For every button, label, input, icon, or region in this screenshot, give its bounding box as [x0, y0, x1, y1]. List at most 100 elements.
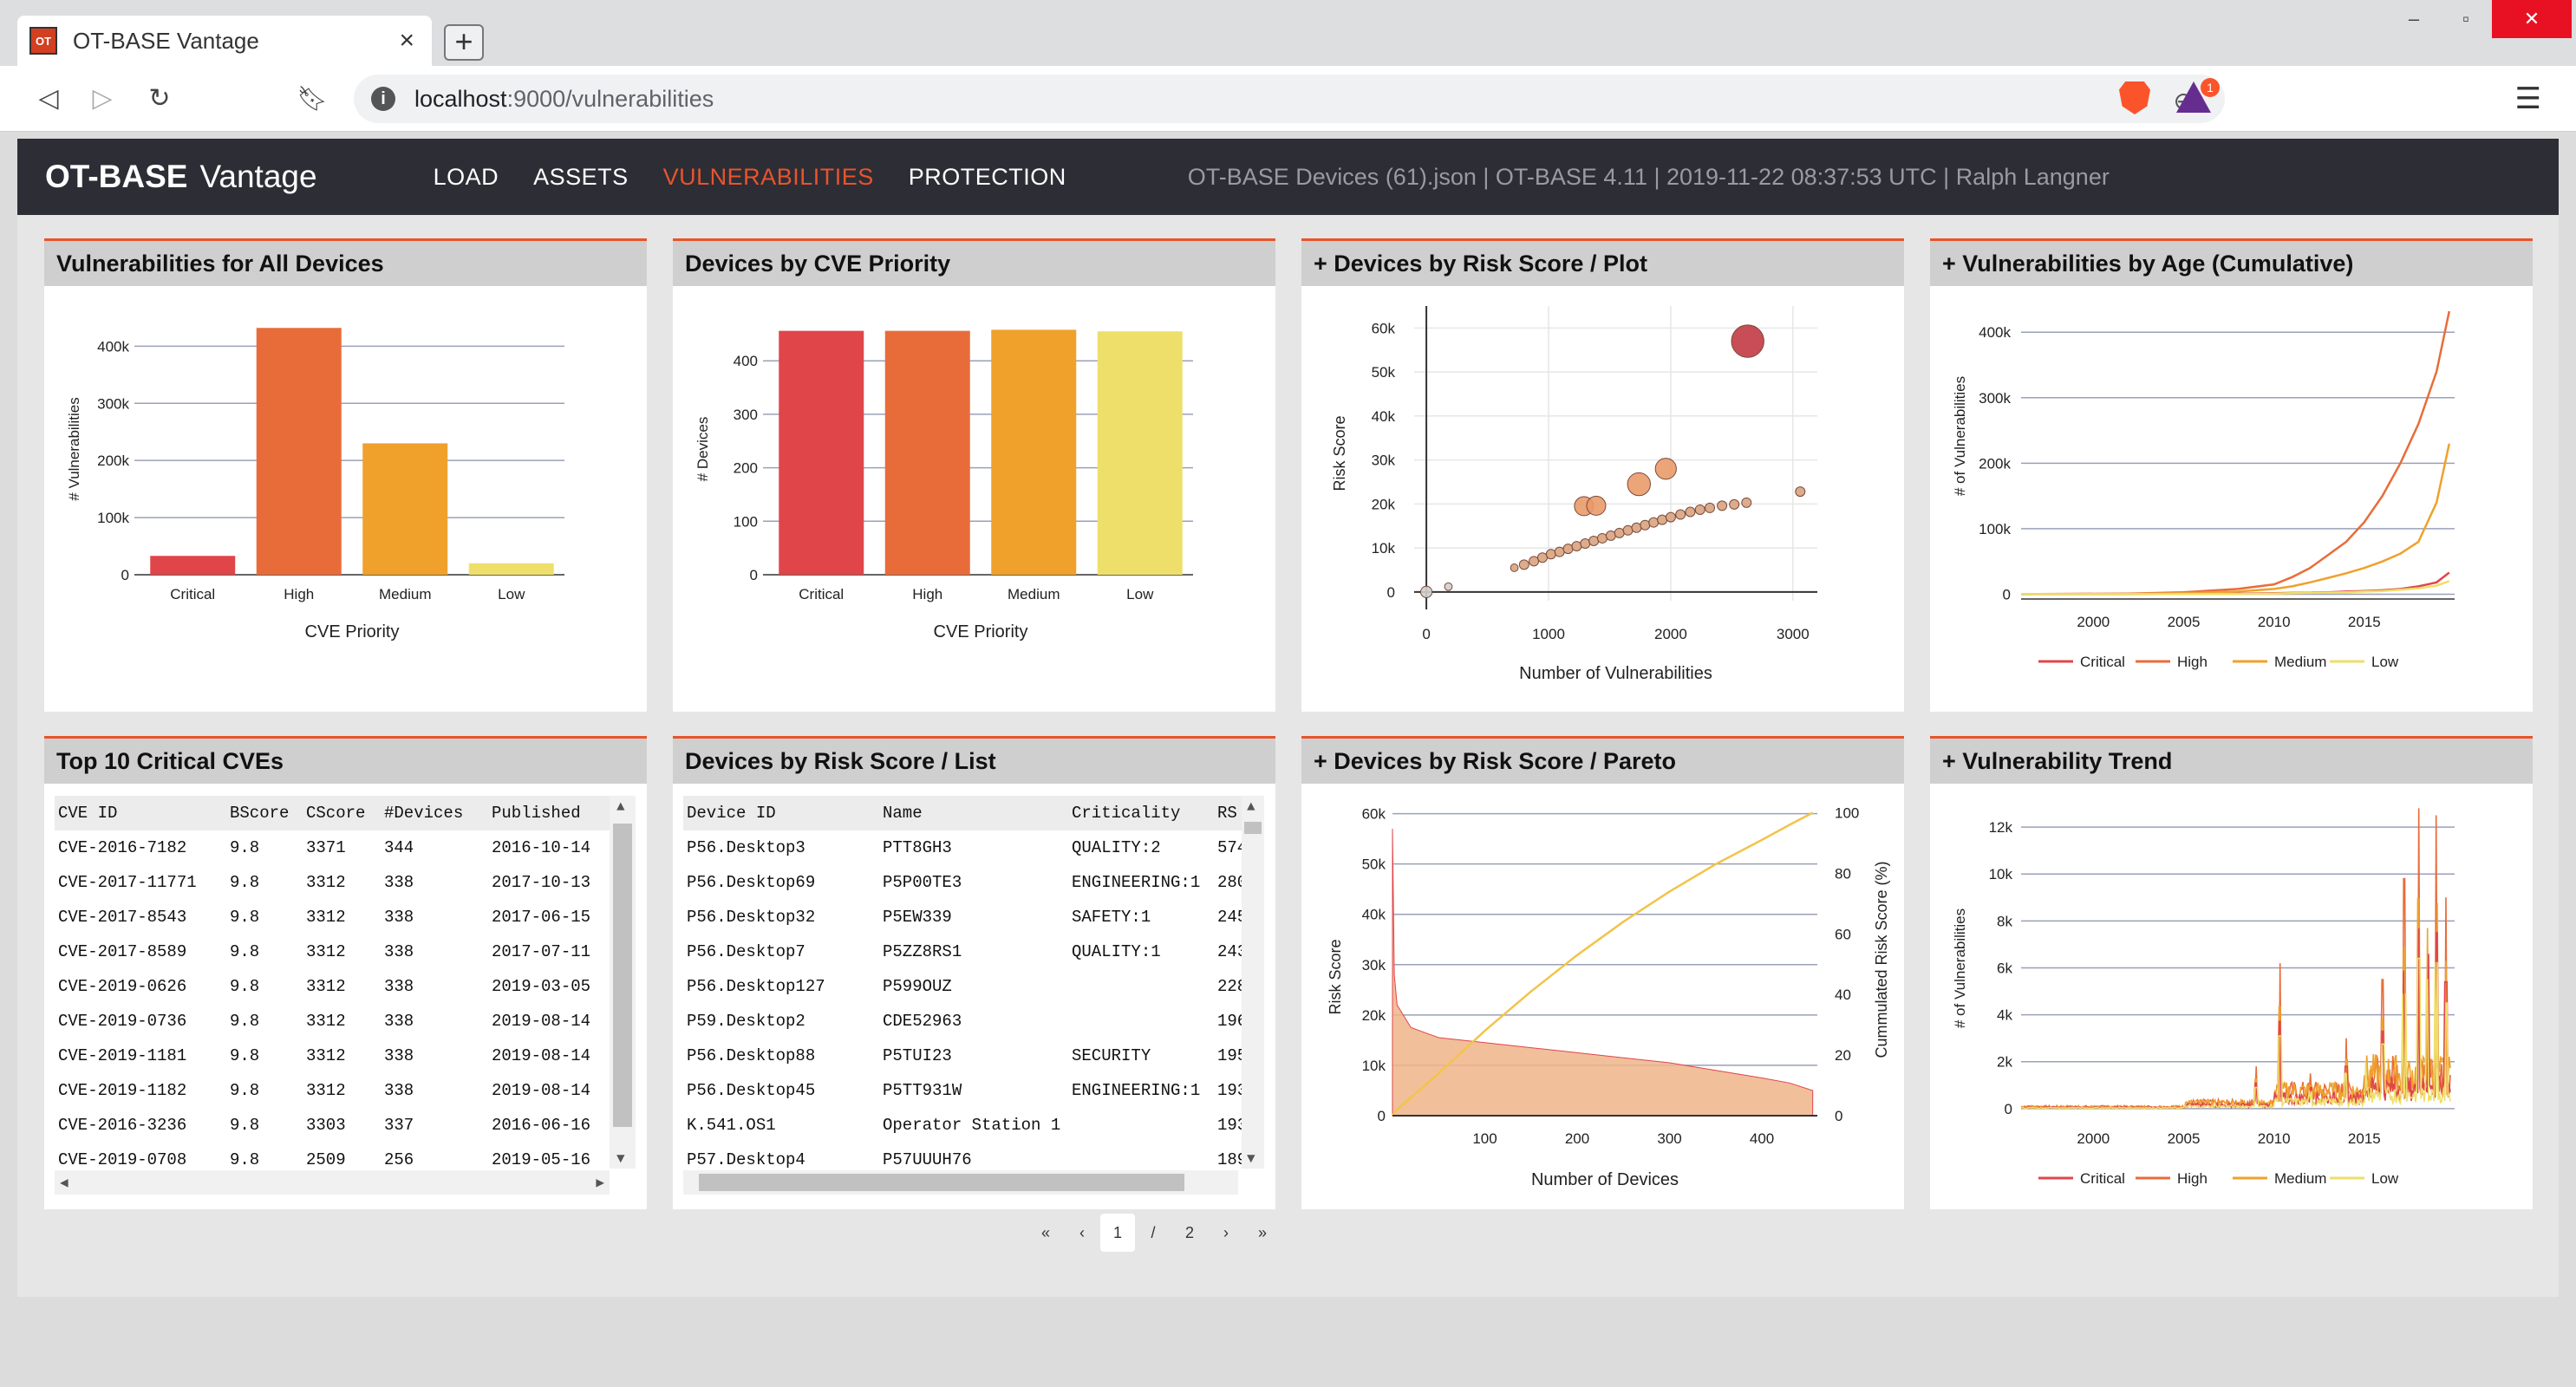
panel-title[interactable]: + Vulnerabilities by Age (Cumulative): [1930, 241, 2533, 286]
bookmark-icon[interactable]: 🔖︎: [297, 85, 328, 112]
table-row[interactable]: CVE-2019-0626 9.8 3312 338 2019-03-05: [55, 969, 636, 1004]
scroll-down-icon[interactable]: ▼: [1247, 1151, 1255, 1167]
table-row[interactable]: CVE-2017-11771 9.8 3312 338 2017-10-13: [55, 865, 636, 900]
column-header[interactable]: CScore: [306, 804, 366, 823]
scroll-thumb[interactable]: [1244, 822, 1262, 834]
risk-area: [1392, 828, 1814, 1117]
table-cell: QUALITY:2: [1072, 838, 1161, 857]
scroll-right-icon[interactable]: ▶: [596, 1175, 604, 1191]
y-tick-label: 30k: [1372, 453, 1396, 469]
table-row[interactable]: P56.Desktop88 P5TUI23 SECURITY 195: [683, 1039, 1264, 1073]
scroll-up-icon[interactable]: ▲: [616, 799, 625, 815]
site-info-icon[interactable]: i: [371, 87, 395, 111]
column-header[interactable]: CVE ID: [58, 804, 118, 823]
column-header[interactable]: BScore: [230, 804, 290, 823]
vertical-scrollbar[interactable]: ▲ ▼: [1242, 796, 1264, 1169]
nav-assets[interactable]: ASSETS: [533, 163, 629, 190]
back-icon[interactable]: ◁: [38, 84, 59, 113]
scatter-point: [1554, 546, 1565, 557]
table-cell: 2016-06-16: [492, 1116, 591, 1135]
favicon-icon: OT: [29, 27, 57, 55]
minimize-icon[interactable]: –: [2408, 8, 2420, 29]
table-cell: P5EW339: [883, 908, 952, 927]
scatter-point: [1518, 559, 1529, 570]
last-page-button[interactable]: »: [1257, 1223, 1267, 1241]
table-row[interactable]: P56.Desktop3 PTT8GH3 QUALITY:2 574: [683, 830, 1264, 865]
table-cell: 338: [384, 1046, 414, 1065]
browser-tab[interactable]: OT OT-BASE Vantage ×: [17, 16, 432, 66]
scatter-point: [1605, 530, 1616, 541]
scroll-left-icon[interactable]: ◀: [60, 1175, 68, 1191]
table-row[interactable]: CVE-2019-1182 9.8 3312 338 2019-08-14: [55, 1073, 636, 1108]
x-tick-label: 2010: [2258, 614, 2291, 630]
table-cell: 337: [384, 1116, 414, 1135]
horizontal-scrollbar[interactable]: [683, 1170, 1238, 1195]
column-header[interactable]: Criticality: [1072, 804, 1181, 823]
table-row[interactable]: P59.Desktop2 CDE52963 196: [683, 1004, 1264, 1039]
column-header[interactable]: RS: [1217, 804, 1237, 823]
column-header[interactable]: Published: [492, 804, 581, 823]
nav-protection[interactable]: PROTECTION: [908, 163, 1066, 190]
vertical-scrollbar[interactable]: ▲ ▼: [610, 796, 636, 1169]
scroll-thumb[interactable]: [613, 824, 632, 1127]
x-tick-label: 2010: [2258, 1130, 2291, 1147]
table-row[interactable]: P56.Desktop69 P5P00TE3 ENGINEERING:1 280: [683, 865, 1264, 900]
panel-title[interactable]: + Vulnerability Trend: [1930, 739, 2533, 784]
table-row[interactable]: CVE-2016-7182 9.8 3371 344 2016-10-14: [55, 830, 636, 865]
column-header[interactable]: Device ID: [687, 804, 776, 823]
prev-page-button[interactable]: ‹: [1079, 1223, 1085, 1241]
table-cell: CVE-2019-1181: [58, 1046, 187, 1065]
table-cell: 3312: [306, 1012, 346, 1031]
table-cell: CVE-2016-3236: [58, 1116, 187, 1135]
nav-load[interactable]: LOAD: [433, 163, 499, 190]
table-row[interactable]: CVE-2016-3236 9.8 3303 337 2016-06-16: [55, 1108, 636, 1143]
table-row[interactable]: P56.Desktop32 P5EW339 SAFETY:1 245: [683, 900, 1264, 934]
legend-label: Critical: [2080, 654, 2125, 670]
table-row[interactable]: CVE-2017-8543 9.8 3312 338 2017-06-15: [55, 900, 636, 934]
column-header[interactable]: Name: [883, 804, 923, 823]
table-row[interactable]: P56.Desktop127 P599OUZ 228: [683, 969, 1264, 1004]
table-row[interactable]: P56.Desktop7 P5ZZ8RS1 QUALITY:1 243: [683, 934, 1264, 969]
series-line-low: [2021, 580, 2450, 596]
panel-title[interactable]: + Devices by Risk Score / Pareto: [1301, 739, 1904, 784]
menu-icon[interactable]: ☰: [2514, 82, 2541, 115]
page-total[interactable]: 2: [1184, 1223, 1194, 1241]
table-cell: 2017-07-11: [492, 942, 591, 961]
panel-title[interactable]: + Devices by Risk Score / Plot: [1301, 241, 1904, 286]
scroll-down-icon[interactable]: ▼: [616, 1151, 625, 1167]
table-row[interactable]: P57.Desktop4 P57UUUH76 189: [683, 1143, 1264, 1177]
table-row[interactable]: K.541.OS1 Operator Station 1 193: [683, 1108, 1264, 1143]
column-header[interactable]: #Devices: [384, 804, 464, 823]
page-separator: /: [1151, 1223, 1156, 1241]
current-page[interactable]: 1: [1100, 1214, 1135, 1252]
table-row[interactable]: P56.Desktop45 P5TT931W ENGINEERING:1 193: [683, 1073, 1264, 1108]
table-row[interactable]: CVE-2017-8589 9.8 3312 338 2017-07-11: [55, 934, 636, 969]
forward-icon[interactable]: ▷: [92, 84, 113, 113]
first-page-button[interactable]: «: [1040, 1223, 1050, 1241]
table-row[interactable]: CVE-2019-1181 9.8 3312 338 2019-08-14: [55, 1039, 636, 1073]
y-axis-label: Risk Score: [1331, 415, 1348, 491]
table-cell: 2017-10-13: [492, 873, 591, 892]
app-brand[interactable]: OT-BASE Vantage: [45, 159, 317, 195]
scroll-up-icon[interactable]: ▲: [1247, 799, 1255, 815]
scatter-point: [1419, 585, 1433, 598]
top10-table[interactable]: CVE ID BScore CScore #Devices Published CVE-…: [55, 796, 636, 1195]
tab-close-icon[interactable]: ×: [399, 26, 414, 55]
table-cell: P56.Desktop7: [687, 942, 805, 961]
close-window-icon[interactable]: ✕: [2492, 0, 2572, 38]
scroll-thumb[interactable]: [699, 1174, 1184, 1191]
table-row[interactable]: CVE-2019-0736 9.8 3312 338 2019-08-14: [55, 1004, 636, 1039]
maximize-icon[interactable]: ▫: [2462, 8, 2469, 29]
table-cell: 9.8: [230, 873, 260, 892]
browser-titlebar: OT OT-BASE Vantage × + – ▫ ✕: [0, 0, 2576, 66]
address-bar[interactable]: i localhost:9000/vulnerabilities ⊖: [354, 75, 2225, 123]
nav-vulnerabilities[interactable]: VULNERABILITIES: [662, 163, 874, 190]
reload-icon[interactable]: ↻: [148, 84, 171, 113]
new-tab-button[interactable]: +: [444, 24, 484, 61]
table-cell: QUALITY:1: [1072, 942, 1161, 961]
horizontal-scrollbar[interactable]: ◀ ▶: [55, 1170, 610, 1195]
next-page-button[interactable]: ›: [1223, 1223, 1229, 1241]
table-row[interactable]: CVE-2019-0708 9.8 2509 256 2019-05-16: [55, 1143, 636, 1177]
risk-list-table[interactable]: Device ID Name Criticality RS P56.Desktop3 P…: [683, 796, 1264, 1195]
url-text[interactable]: localhost:9000/vulnerabilities: [414, 86, 714, 113]
